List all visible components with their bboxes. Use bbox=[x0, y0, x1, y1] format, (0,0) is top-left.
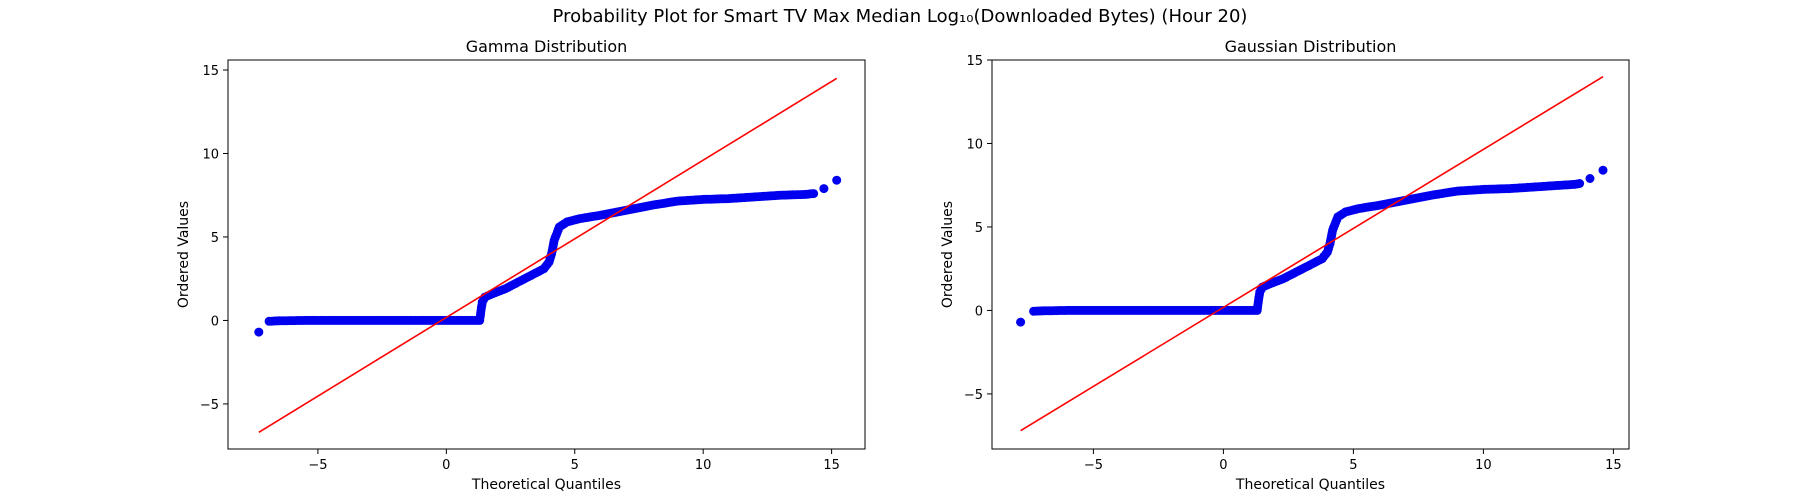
y-tick-label: −5 bbox=[964, 388, 983, 403]
y-axis-label: Ordered Values bbox=[940, 201, 956, 308]
y-tick-label: −5 bbox=[200, 398, 219, 413]
subplot-1: Gamma Distribution −5 0 5 10 15 −5 0 5 10 15 Theore… bbox=[176, 37, 866, 493]
y-tick-label: 5 bbox=[975, 221, 983, 236]
data-points bbox=[1016, 165, 1608, 327]
x-tick-label: −5 bbox=[1084, 458, 1103, 473]
x-tick-label: 15 bbox=[1605, 458, 1622, 473]
x-tick-label: 5 bbox=[1349, 458, 1357, 473]
data-point bbox=[809, 189, 819, 199]
x-tick-label: 10 bbox=[695, 458, 712, 473]
y-tick-label: 0 bbox=[975, 304, 983, 319]
data-point bbox=[832, 175, 842, 185]
data-point bbox=[1598, 165, 1608, 175]
x-tick-label: 0 bbox=[1219, 458, 1227, 473]
y-tick-label: 10 bbox=[202, 147, 219, 162]
data-point bbox=[254, 327, 264, 337]
axes-frame bbox=[227, 59, 866, 450]
fit-line bbox=[1020, 76, 1604, 432]
y-tick-label: 15 bbox=[966, 54, 983, 69]
data-point bbox=[1016, 317, 1026, 327]
data-point bbox=[819, 184, 829, 194]
subplot-2: Gaussian Distribution −5 0 5 10 15 −5 0 5 10 15 The… bbox=[940, 37, 1630, 493]
x-axis-label: Theoretical Quantiles bbox=[471, 477, 621, 493]
y-tick-label: 10 bbox=[966, 137, 983, 152]
data-point bbox=[1585, 174, 1595, 183]
figure-title: Probability Plot for Smart TV Max Median… bbox=[552, 6, 1248, 27]
x-tick-label: 5 bbox=[571, 458, 579, 473]
x-axis-label: Theoretical Quantiles bbox=[1235, 477, 1385, 493]
x-tick-label: 10 bbox=[1475, 458, 1492, 473]
fit-line bbox=[258, 77, 838, 433]
y-axis-label: Ordered Values bbox=[176, 201, 192, 308]
y-tick-label: 5 bbox=[211, 231, 219, 246]
data-points bbox=[254, 175, 842, 337]
data-point bbox=[1575, 179, 1585, 188]
x-tick-label: 15 bbox=[823, 458, 840, 473]
axes-frame bbox=[991, 59, 1630, 450]
subplot-title: Gaussian Distribution bbox=[1225, 37, 1397, 56]
y-tick-label: 15 bbox=[202, 64, 219, 79]
x-tick-label: −5 bbox=[308, 458, 327, 473]
y-tick-label: 0 bbox=[211, 314, 219, 329]
subplot-title: Gamma Distribution bbox=[466, 37, 628, 56]
x-tick-label: 0 bbox=[442, 458, 450, 473]
